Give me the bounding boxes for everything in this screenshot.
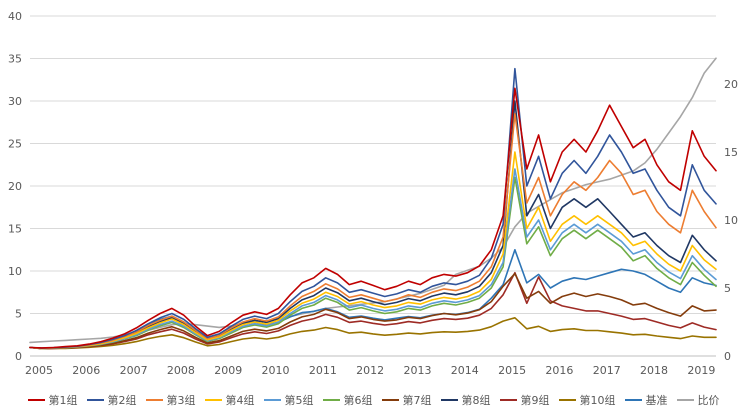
legend-swatch [204, 399, 222, 401]
legend-swatch [440, 399, 458, 401]
legend-label: 第9组 [520, 394, 550, 407]
x-axis-tick: 2012 [356, 364, 384, 377]
legend-label: 第2组 [107, 394, 137, 407]
legend-label: 第6组 [343, 394, 373, 407]
x-axis-tick: 2016 [545, 364, 573, 377]
x-axis-tick: 2019 [687, 364, 715, 377]
legend-item-第4组: 第4组 [204, 392, 255, 408]
legend-item-第10组: 第10组 [558, 392, 616, 408]
legend-swatch [381, 399, 399, 401]
legend-swatch [624, 399, 642, 401]
y-axis-right-tick: 0 [724, 350, 731, 363]
chart-legend: 第1组 第2组 第3组 第4组 第5组 第6组 第7组 第8组 第9组 第10组 基准 比价 [0, 388, 747, 412]
legend-swatch [499, 399, 517, 401]
legend-swatch [676, 399, 694, 401]
x-axis-tick: 2018 [640, 364, 668, 377]
series-line-第3组 [29, 113, 717, 350]
legend-label: 比价 [697, 394, 720, 407]
x-axis-tick: 2017 [593, 364, 621, 377]
legend-item-第6组: 第6组 [322, 392, 373, 408]
y-axis-left-tick: 20 [8, 180, 22, 193]
legend-swatch [145, 399, 163, 401]
series-line-第10组 [29, 316, 717, 350]
x-axis-tick: 2008 [167, 364, 195, 377]
series-line-第8组 [29, 100, 717, 350]
legend-swatch [558, 399, 576, 401]
legend-item-第9组: 第9组 [499, 392, 550, 408]
legend-item-基准: 基准 [624, 392, 668, 408]
series-line-第4组 [29, 151, 717, 350]
legend-swatch [322, 399, 340, 401]
y-axis-right-tick: 5 [724, 282, 731, 295]
series-line-第7组 [29, 272, 717, 350]
legend-swatch [86, 399, 104, 401]
legend-label: 第8组 [461, 394, 491, 407]
x-axis-tick: 2013 [403, 364, 431, 377]
y-axis-left-tick: 5 [15, 308, 22, 321]
x-axis-tick: 2005 [25, 364, 53, 377]
y-axis-right-tick: 20 [724, 78, 738, 91]
line-chart: 0 5 10 15 20 25 30 35 40 0 5 10 15 20 2005 2006 2007 2008… [8, 10, 738, 377]
legend-item-第5组: 第5组 [263, 392, 314, 408]
series-line-第9组 [29, 271, 717, 350]
x-axis-tick: 2010 [262, 364, 290, 377]
legend-swatch [27, 399, 45, 401]
y-axis-left-tick: 35 [8, 53, 22, 66]
series-line-第2组 [29, 67, 717, 349]
x-axis-tick: 2015 [498, 364, 526, 377]
legend-label: 第10组 [579, 394, 616, 407]
legend-swatch [263, 399, 281, 401]
y-axis-right-tick: 15 [724, 146, 738, 159]
x-axis-tick: 2006 [72, 364, 100, 377]
legend-label: 第3组 [166, 394, 196, 407]
y-axis-left-tick: 40 [8, 10, 22, 23]
series-line-第5组 [29, 168, 717, 350]
series-line-第1组 [29, 87, 717, 349]
y-axis-left-tick: 10 [8, 265, 22, 278]
legend-item-第8组: 第8组 [440, 392, 491, 408]
x-axis-tick: 2007 [120, 364, 148, 377]
legend-item-第7组: 第7组 [381, 392, 432, 408]
y-axis-left-tick: 15 [8, 223, 22, 236]
legend-label: 第7组 [402, 394, 432, 407]
legend-label: 第4组 [225, 394, 255, 407]
x-axis-tick: 2011 [309, 364, 337, 377]
x-axis-tick: 2009 [214, 364, 242, 377]
legend-label: 第5组 [284, 394, 314, 407]
legend-item-第3组: 第3组 [145, 392, 196, 408]
y-axis-left-tick: 25 [8, 138, 22, 151]
legend-label: 第1组 [48, 394, 78, 407]
legend-item-第2组: 第2组 [86, 392, 137, 408]
y-axis-left-tick: 30 [8, 95, 22, 108]
y-axis-right-tick: 10 [724, 214, 738, 227]
legend-item-第1组: 第1组 [27, 392, 78, 408]
legend-item-比价: 比价 [676, 392, 720, 408]
y-axis-left-tick: 0 [15, 350, 22, 363]
x-axis-tick: 2014 [451, 364, 479, 377]
legend-label: 基准 [645, 394, 668, 407]
